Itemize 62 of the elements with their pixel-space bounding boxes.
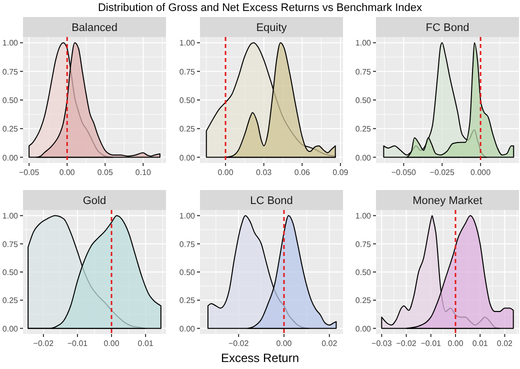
y-tick-label: 0.50	[179, 268, 196, 277]
x-tick-label: 0.01	[138, 339, 154, 348]
x-tick-label: 0.00	[218, 168, 234, 177]
x-tick-label: −0.050	[391, 168, 417, 177]
y-tick-label: 0.50	[2, 268, 19, 277]
y-tick-label: 0.75	[2, 67, 19, 76]
y-tick-label: 1.00	[179, 212, 196, 221]
x-tick-label: −0.05	[18, 168, 40, 177]
chart-title: FC Bond	[426, 22, 470, 34]
y-tick-label: 0.75	[355, 240, 372, 249]
y-tick-label: 1.00	[179, 38, 196, 48]
y-tick-label: 0.00	[2, 324, 19, 334]
y-tick-label: 0.25	[179, 296, 196, 306]
y-tick-label: 0.25	[355, 124, 372, 134]
x-tick-label: 0.05	[97, 168, 114, 177]
y-tick-label: 1.00	[2, 212, 19, 221]
x-tick-label: −0.01	[67, 339, 88, 348]
x-tick-label: −0.02	[33, 339, 54, 348]
x-tick-label: 0.02	[496, 339, 514, 348]
x-tick-label: −0.02	[396, 339, 417, 348]
x-tick-label: −0.01	[420, 339, 442, 348]
x-tick-label: −0.02	[228, 339, 250, 348]
chart-title: Money Market	[412, 195, 482, 207]
x-tick-label: 0.000	[470, 168, 492, 177]
x-tick-label: 0.03	[256, 168, 272, 177]
text: Distribution of Gross and Net Excess Returns vs Benchmark Index	[98, 2, 423, 14]
x-tick-label: 0.00	[104, 339, 120, 348]
x-tick-label: 0.06	[294, 168, 310, 177]
y-tick-label: 0.25	[355, 296, 372, 306]
y-tick-label: 0.00	[355, 324, 372, 334]
x-tick-label: 0.00	[59, 168, 76, 177]
y-tick-label: 0.25	[2, 296, 19, 306]
y-tick-label: 1.00	[355, 212, 372, 221]
x-tick-label: 0.10	[135, 168, 152, 177]
y-tick-label: 1.00	[2, 38, 19, 48]
chart-title: Balanced	[72, 22, 118, 34]
x-tick-label: 0.02	[322, 339, 338, 348]
y-tick-label: 0.75	[179, 240, 196, 249]
x-tick-label: −0.03	[372, 339, 392, 348]
x-tick-label: 0.01	[472, 339, 488, 348]
y-tick-label: 0.25	[2, 124, 19, 134]
y-tick-label: 0.50	[355, 96, 372, 105]
y-tick-label: 0.50	[179, 96, 196, 105]
y-tick-label: 0.00	[2, 153, 19, 162]
y-tick-label: 0.75	[355, 67, 372, 76]
y-tick-label: 0.50	[2, 96, 19, 105]
x-axis-title: Excess Return	[220, 351, 300, 365]
y-tick-label: 0.75	[179, 67, 196, 76]
y-tick-label: 0.00	[179, 324, 196, 334]
x-tick-label: −0.025	[430, 168, 456, 177]
y-tick-label: 0.00	[355, 153, 372, 162]
chart-title: Gold	[82, 195, 106, 207]
x-tick-label: 0.00	[448, 339, 464, 348]
y-tick-label: 1.00	[355, 38, 372, 48]
y-tick-label: 0.50	[355, 268, 372, 277]
y-tick-label: 0.00	[179, 153, 196, 162]
chart-title: LC Bond	[250, 195, 293, 207]
chart-title: Equity	[256, 22, 288, 34]
y-tick-label: 0.25	[179, 124, 196, 134]
x-tick-label: 0.09	[332, 168, 349, 177]
x-tick-label: 0.00	[276, 339, 292, 348]
y-tick-label: 0.75	[2, 240, 19, 249]
